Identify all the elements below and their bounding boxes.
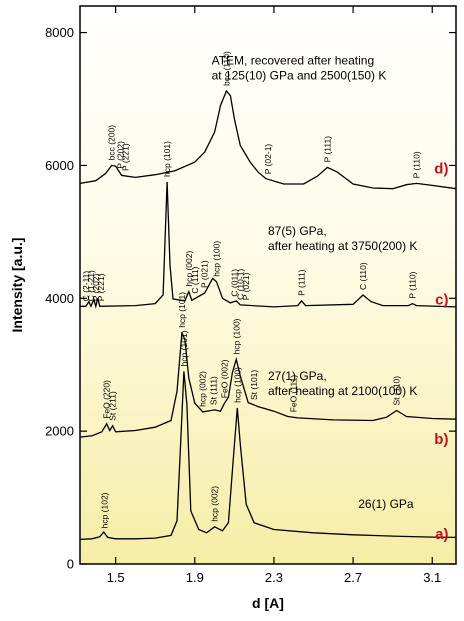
x-tick-label-4: 3.1 <box>423 570 441 585</box>
peak-label-2-12: P (111) <box>297 269 307 296</box>
y-tick-label-2: 4000 <box>45 291 74 306</box>
trace-annotation-2-1: after heating at 3750(200) K <box>268 239 417 253</box>
trace-annotation-3-0: ATEM, recovered after heating <box>212 54 375 68</box>
peak-label-1-3: hcp (002) <box>198 371 208 407</box>
peak-labels: hcp (102)hcp (101)hcp (002)hcp (100)FeO … <box>81 51 421 528</box>
y-tick-label-4: 8000 <box>45 25 74 40</box>
peak-label-2-8: hcp (100) <box>212 241 222 277</box>
peak-label-2-9: C (011) <box>229 269 239 297</box>
peak-label-1-5: FeO (002) <box>220 359 230 398</box>
x-tick-label-2: 2.3 <box>265 570 283 585</box>
peak-label-1-9: St (110) <box>392 376 402 406</box>
peak-label-2-10: C (10-1) <box>235 269 245 300</box>
peak-label-1-8: FeO (111) <box>289 375 299 413</box>
peak-label-3-5: P (111) <box>322 136 332 163</box>
trace-letter-1: b) <box>434 431 448 448</box>
peak-label-0-0: hcp (102) <box>100 492 110 528</box>
peak-label-3-1: P (202) <box>116 141 126 169</box>
peak-label-0-3: hcp (100) <box>232 367 242 403</box>
peak-label-2-2: P (202) <box>91 273 101 301</box>
peak-label-3-2: P (221) <box>121 143 131 171</box>
trace-annotation-1-1: after heating at 2100(100) K <box>268 384 417 398</box>
trace-0 <box>79 371 457 541</box>
trace-letter-0: a) <box>435 526 448 543</box>
peak-label-3-4: P (02-1) <box>263 144 273 175</box>
trace-annotation-1-0: 27(1) GPa, <box>268 369 327 383</box>
peak-label-2-6: C (111) <box>190 266 200 293</box>
peak-label-3-0: bcc (200) <box>107 125 117 161</box>
trace-annotation-2-0: 87(5) GPa, <box>268 224 327 238</box>
x-tick-label-0: 1.5 <box>107 570 125 585</box>
trace-2 <box>80 181 457 309</box>
peak-label-1-6: hcp (100) <box>231 318 241 354</box>
y-tick-label-3: 6000 <box>45 158 74 173</box>
peak-label-1-2: hcp (101) <box>177 292 187 328</box>
trace-annotation-0-0: 26(1) GPa <box>358 497 414 511</box>
peak-label-1-4: St (111) <box>209 376 219 405</box>
x-tick-label-1: 1.9 <box>186 570 204 585</box>
peak-label-3-6: P (110) <box>411 151 421 178</box>
peak-label-1-1: St (211) <box>108 391 118 421</box>
peak-label-1-0: FeO (220) <box>102 380 112 419</box>
y-tick-label-0: 0 <box>67 557 74 572</box>
y-axis-title: Intensity [a.u.] <box>9 238 25 333</box>
plot-frame <box>79 5 457 565</box>
x-tick-label-3: 2.7 <box>344 570 362 585</box>
peak-label-2-1: C (1-21) <box>86 270 96 301</box>
axes: 1.5 1.9 2.3 2.7 3.1 0 2000 4000 6000 8000 <box>45 6 456 585</box>
peak-label-2-14: P (110) <box>408 271 418 298</box>
trace-1 <box>79 332 457 438</box>
peak-label-2-11: P (021) <box>241 272 251 300</box>
peak-label-2-7: P (021) <box>200 260 210 288</box>
traces <box>79 89 457 541</box>
peak-label-2-3: P (221) <box>96 273 106 301</box>
trace-letter-3: d) <box>434 160 448 177</box>
plot-background <box>80 6 456 564</box>
trace-letter-2: c) <box>435 292 448 309</box>
peak-label-2-5: hcp (002) <box>184 251 194 287</box>
peak-label-1-7: St (101) <box>249 370 259 400</box>
trace-3 <box>79 89 457 190</box>
peak-label-2-4: hcp (101) <box>162 141 172 177</box>
trace-annotation-3-1: at 125(10) GPa and 2500(150) K <box>212 69 387 83</box>
peak-label-0-2: hcp (002) <box>210 486 220 522</box>
peak-label-3-3: bcc (110) <box>221 51 231 86</box>
x-axis-title: d [A] <box>252 595 284 611</box>
peak-label-2-13: C (110) <box>358 262 368 290</box>
peak-label-0-1: hcp (101) <box>179 330 189 366</box>
y-tick-label-1: 2000 <box>45 424 74 439</box>
peak-label-2-0: C (2-11) <box>81 271 91 302</box>
